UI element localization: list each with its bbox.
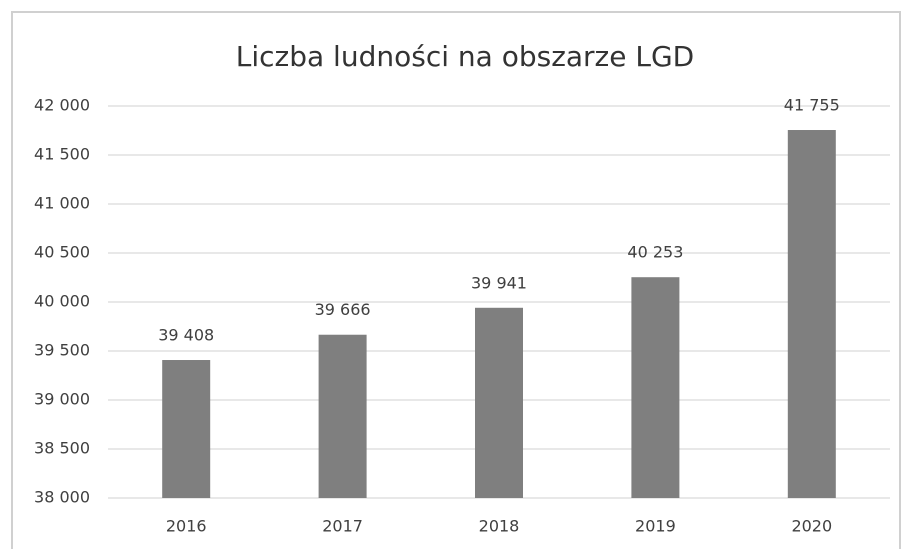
x-tick-label: 2017 xyxy=(322,517,363,536)
y-tick-label: 42 000 xyxy=(34,96,90,115)
y-tick-label: 39 500 xyxy=(34,341,90,360)
bar xyxy=(475,307,523,498)
x-tick-label: 2020 xyxy=(791,517,832,536)
bar xyxy=(631,277,680,498)
x-tick-label: 2019 xyxy=(635,517,676,536)
chart-title: Liczba ludności na obszarze LGD xyxy=(236,40,695,73)
y-tick-label: 38 500 xyxy=(34,439,90,458)
data-label: 39 408 xyxy=(158,326,214,345)
x-tick-label: 2016 xyxy=(166,517,207,536)
data-label: 41 755 xyxy=(784,96,840,115)
y-tick-label: 41 500 xyxy=(34,145,90,164)
y-tick-label: 41 000 xyxy=(34,194,90,213)
y-tick-label: 40 000 xyxy=(34,292,90,311)
bar xyxy=(787,130,836,498)
data-label: 39 941 xyxy=(471,273,527,292)
bar xyxy=(162,360,211,498)
data-label: 40 253 xyxy=(627,243,683,262)
y-tick-label: 38 000 xyxy=(34,488,90,507)
x-tick-label: 2018 xyxy=(479,517,520,536)
y-tick-label: 40 500 xyxy=(34,243,90,262)
chart-frame xyxy=(11,11,901,549)
data-label: 39 666 xyxy=(315,300,371,319)
y-tick-label: 39 000 xyxy=(34,390,90,409)
bar xyxy=(318,334,367,498)
